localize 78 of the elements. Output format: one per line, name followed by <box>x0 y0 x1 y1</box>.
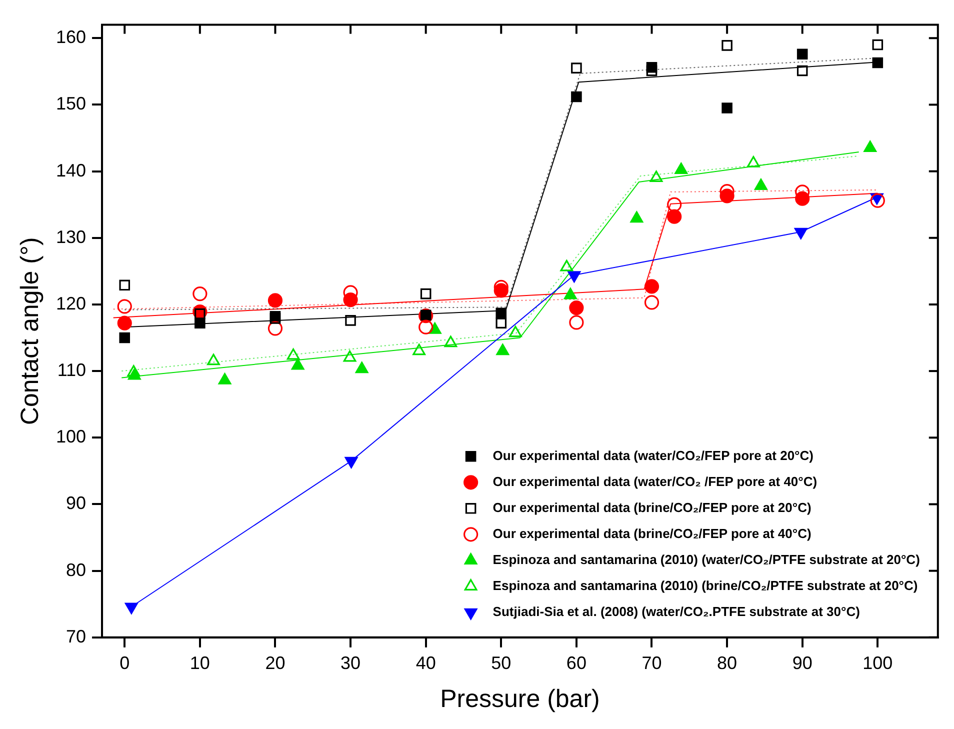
point <box>571 91 582 102</box>
point <box>564 288 577 300</box>
legend-label: Sutjiadi-Sia et al. (2008) (water/CO₂.PTFE substrate at 30°C) <box>492 604 860 619</box>
y-tick-label: 90 <box>66 493 86 514</box>
x-axis-title: Pressure (bar) <box>440 684 600 713</box>
point <box>192 286 208 302</box>
point <box>117 316 132 330</box>
point <box>667 209 682 224</box>
x-tick-label: 50 <box>491 653 512 674</box>
y-tick-label: 140 <box>56 160 86 180</box>
point <box>650 170 663 182</box>
point <box>560 260 574 272</box>
point <box>355 362 368 374</box>
point <box>444 336 458 348</box>
point <box>571 62 582 74</box>
point <box>630 211 644 223</box>
x-tick-label: 80 <box>717 653 738 674</box>
x-tick-label: 40 <box>416 653 436 674</box>
point <box>796 65 808 76</box>
point <box>674 162 688 174</box>
x-tick-label: 100 <box>862 653 893 674</box>
x-tick-label: 90 <box>792 653 812 674</box>
x-tick-label: 0 <box>120 653 130 674</box>
x-tick-label: 70 <box>642 653 662 674</box>
x-tick-label: 30 <box>340 653 361 674</box>
point <box>569 300 584 316</box>
point <box>343 350 356 362</box>
point <box>420 288 432 300</box>
point <box>646 65 658 76</box>
point <box>864 140 877 152</box>
point <box>872 57 884 68</box>
y-tick-label: 120 <box>56 293 86 314</box>
point <box>345 315 356 326</box>
legend-label: Our experimental data (water/CO₂ /FEP pore at 40°C) <box>492 474 818 489</box>
legend-label: Our experimental data (brine/CO₂/FEP pore at 20°C) <box>492 500 812 515</box>
point <box>286 348 300 360</box>
point <box>418 320 434 334</box>
point <box>218 373 232 384</box>
point <box>796 48 808 60</box>
point <box>644 279 660 294</box>
legend-label: Our experimental data (water/CO₂/FEP pore at 20°C) <box>492 448 814 463</box>
y-tick-label: 70 <box>66 626 86 646</box>
point <box>291 358 304 370</box>
x-tick-label: 60 <box>566 653 586 674</box>
y-tick-label: 130 <box>56 226 86 247</box>
point <box>194 318 206 329</box>
x-tick-label: 10 <box>190 653 210 674</box>
y-tick-label: 100 <box>56 426 86 447</box>
y-axis-title: Contact angle (°) <box>16 237 44 426</box>
point <box>870 193 885 208</box>
point <box>127 365 140 376</box>
point <box>667 197 682 212</box>
point <box>268 321 283 336</box>
y-tick-label: 110 <box>57 360 86 380</box>
point <box>722 102 732 114</box>
point <box>872 39 884 50</box>
point <box>746 156 760 168</box>
point <box>496 344 510 356</box>
point <box>509 326 522 338</box>
legend-label: Espinoza and santamarina (2010) (water/CO₂/PTFE substrate at 20°C) <box>492 552 920 567</box>
x-tick-label: 20 <box>265 653 286 674</box>
point <box>644 295 660 310</box>
point <box>722 40 732 51</box>
point <box>117 299 132 314</box>
point <box>496 318 507 329</box>
point <box>119 332 130 344</box>
legend-label: Our experimental data (brine/CO₂/FEP pore at 40°C) <box>492 526 812 541</box>
y-tick-label: 80 <box>66 560 86 580</box>
y-tick-label: 160 <box>56 27 86 48</box>
legend-label: Espinoza and santamarina (2010) (brine/CO₂/PTFE substrate at 20°C) <box>492 578 918 593</box>
point <box>496 308 507 319</box>
point <box>268 293 283 308</box>
point <box>207 354 220 366</box>
point <box>412 344 426 356</box>
point <box>569 315 584 330</box>
point <box>119 280 130 291</box>
y-tick-label: 150 <box>56 94 86 114</box>
point <box>754 178 768 190</box>
